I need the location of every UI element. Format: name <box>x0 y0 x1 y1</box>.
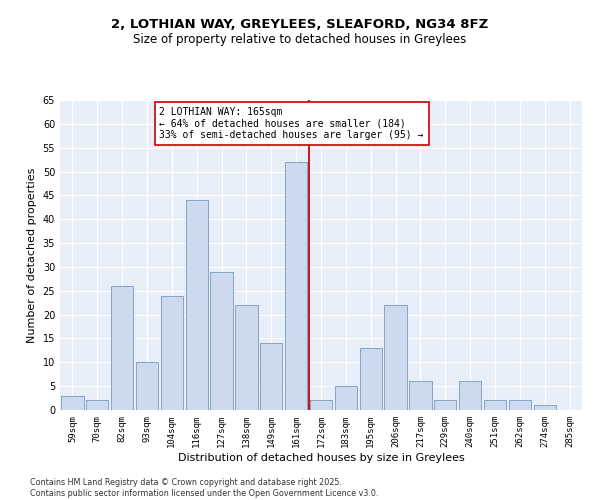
Bar <box>235 305 257 410</box>
Bar <box>484 400 506 410</box>
Y-axis label: Number of detached properties: Number of detached properties <box>27 168 37 342</box>
Bar <box>61 396 83 410</box>
Bar <box>310 400 332 410</box>
Bar <box>509 400 531 410</box>
Bar <box>161 296 183 410</box>
Bar <box>533 405 556 410</box>
Text: 2 LOTHIAN WAY: 165sqm
← 64% of detached houses are smaller (184)
33% of semi-det: 2 LOTHIAN WAY: 165sqm ← 64% of detached … <box>160 107 424 140</box>
Bar <box>409 382 431 410</box>
Bar <box>285 162 307 410</box>
Bar <box>211 272 233 410</box>
Text: Contains HM Land Registry data © Crown copyright and database right 2025.
Contai: Contains HM Land Registry data © Crown c… <box>30 478 379 498</box>
Bar <box>459 382 481 410</box>
Bar <box>136 362 158 410</box>
Bar <box>335 386 357 410</box>
X-axis label: Distribution of detached houses by size in Greylees: Distribution of detached houses by size … <box>178 452 464 462</box>
Bar <box>111 286 133 410</box>
Bar <box>434 400 457 410</box>
Bar <box>385 305 407 410</box>
Bar <box>86 400 109 410</box>
Text: 2, LOTHIAN WAY, GREYLEES, SLEAFORD, NG34 8FZ: 2, LOTHIAN WAY, GREYLEES, SLEAFORD, NG34… <box>112 18 488 30</box>
Bar <box>185 200 208 410</box>
Text: Size of property relative to detached houses in Greylees: Size of property relative to detached ho… <box>133 32 467 46</box>
Bar <box>359 348 382 410</box>
Bar <box>260 343 283 410</box>
